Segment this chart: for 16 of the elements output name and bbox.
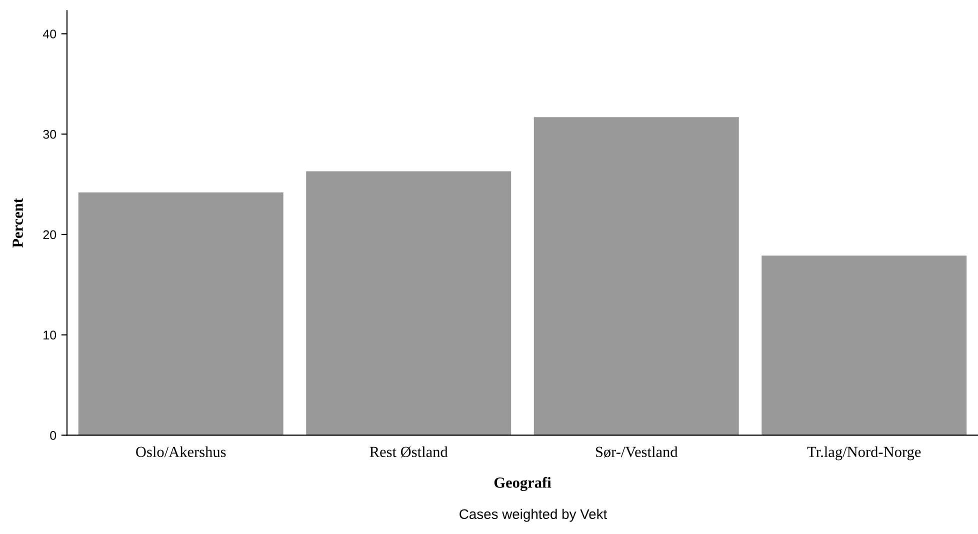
x-tick-label: Rest Østland — [370, 446, 448, 458]
bar — [306, 171, 512, 436]
y-tick-label: 10 — [44, 330, 56, 340]
bar — [534, 117, 739, 436]
bar — [762, 256, 967, 436]
y-tick-label: 40 — [42, 30, 56, 38]
x-tick-label: Oslo/Akershus — [136, 446, 226, 458]
y-tick-label: 20 — [43, 230, 56, 240]
x-tick-label: Tr.lag/Nord-Norge — [807, 446, 921, 460]
y-axis-title: Percent — [12, 198, 23, 248]
y-tick-label: 30 — [43, 130, 56, 139]
text: Cases weighted by Vekt — [460, 508, 608, 522]
y-tick-label: 0 — [50, 431, 56, 440]
x-tick-label: Sør-/Vestland — [596, 446, 678, 458]
bar — [78, 192, 284, 436]
x-axis-title: Geografi — [494, 476, 552, 492]
